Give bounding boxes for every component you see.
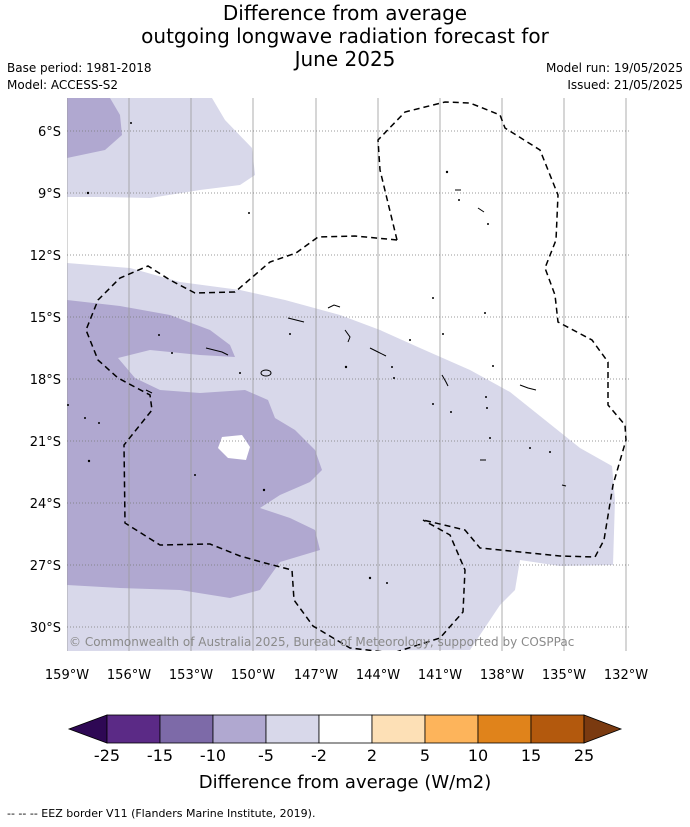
colorbar-tick: 15	[521, 746, 541, 765]
colorbar-segment	[159, 714, 214, 744]
lon-label: 147°W	[294, 668, 338, 683]
colorbar-segment	[530, 714, 585, 744]
lon-label: 153°W	[169, 668, 213, 683]
anomaly-region-medium-north	[67, 98, 122, 158]
colorbar-tick: 5	[420, 746, 430, 765]
lon-label: 135°W	[542, 668, 586, 683]
colorbar	[67, 714, 623, 744]
islands	[145, 189, 567, 487]
lat-label: 6°S	[38, 125, 61, 140]
copyright-notice: © Commonwealth of Australia 2025, Bureau…	[69, 635, 574, 649]
model-run: Model run: 19/05/2025	[545, 61, 683, 75]
colorbar-segment	[424, 714, 479, 744]
lat-label: 15°S	[30, 311, 61, 326]
colorbar-tick: 2	[367, 746, 377, 765]
title-line-3: June 2025	[294, 47, 396, 71]
title-line-1: Difference from average	[222, 1, 468, 25]
title-line-2: outgoing longwave radiation forecast for	[141, 24, 549, 48]
colorbar-tick: -10	[200, 746, 226, 765]
map-title: Difference from average outgoing longwav…	[0, 2, 690, 71]
colorbar-tick: -15	[147, 746, 173, 765]
lon-label: 159°W	[45, 668, 89, 683]
lat-label: 18°S	[30, 373, 61, 388]
longitude-labels: 159°W 156°W 153°W 150°W 147°W 144°W 141°…	[45, 668, 648, 683]
lat-label: 9°S	[38, 187, 61, 202]
lat-label: 12°S	[30, 249, 61, 264]
colorbar-label: Difference from average (W/m2)	[199, 772, 491, 793]
metadata-left: Base period: 1981-2018 Model: ACCESS-S2	[7, 60, 152, 94]
colorbar-ticks: -25 -15 -10 -5 -2 2 5 10 15 25	[94, 746, 594, 765]
base-period: Base period: 1981-2018	[7, 61, 152, 75]
lon-label: 141°W	[418, 668, 462, 683]
colorbar-min-arrow	[67, 714, 108, 744]
colorbar-max-arrow	[583, 714, 623, 744]
colorbar-segment	[265, 714, 320, 744]
anomaly-region-medium-south	[67, 300, 322, 598]
eez-border	[85, 101, 627, 651]
eez-legend-note: -- -- -- EEZ border V11 (Flanders Marine…	[7, 807, 316, 820]
model-name: Model: ACCESS-S2	[7, 78, 119, 92]
colorbar-segment	[371, 714, 426, 744]
colorbar-tick: 25	[574, 746, 594, 765]
lat-label: 21°S	[30, 435, 61, 450]
colorbar-segment	[106, 714, 161, 744]
colorbar-tick: -2	[311, 746, 327, 765]
lon-label: 132°W	[604, 668, 648, 683]
colorbar-segment	[318, 714, 373, 744]
longitude-gridlines	[67, 98, 627, 651]
colorbar-tick: -25	[94, 746, 120, 765]
colorbar-segment	[212, 714, 267, 744]
latitude-gridlines	[67, 130, 630, 628]
latitude-labels: 6°S 9°S 12°S 15°S 18°S 21°S 24°S 27°S 30…	[30, 125, 61, 636]
lon-label: 138°W	[480, 668, 524, 683]
colorbar-tick: 10	[468, 746, 488, 765]
island-dots	[67, 122, 551, 584]
lat-label: 24°S	[30, 497, 61, 512]
lat-label: 27°S	[30, 559, 61, 574]
lon-label: 150°W	[231, 668, 275, 683]
lat-label: 30°S	[30, 621, 61, 636]
issued-date: Issued: 21/05/2025	[567, 78, 683, 92]
lon-label: 156°W	[107, 668, 151, 683]
map-area: © Commonwealth of Australia 2025, Bureau…	[67, 98, 630, 651]
lon-label: 144°W	[356, 668, 400, 683]
colorbar-segment	[477, 714, 532, 744]
colorbar-tick: -5	[258, 746, 274, 765]
metadata-right: Model run: 19/05/2025 Issued: 21/05/2025	[546, 60, 683, 94]
